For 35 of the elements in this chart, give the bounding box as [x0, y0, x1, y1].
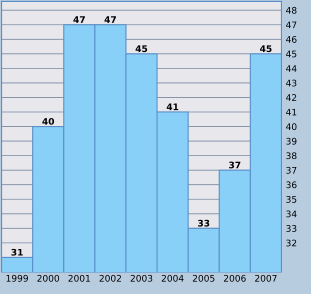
- y-tick-label: 40: [286, 123, 297, 130]
- data-label: 47: [104, 16, 116, 23]
- y-tick-label: 38: [286, 152, 296, 160]
- data-label: 40: [42, 118, 54, 125]
- x-tick-label: 2006: [224, 274, 246, 282]
- y-tick-label: 43: [286, 80, 296, 86]
- y-tick-label: 36: [286, 181, 297, 188]
- x-tick-label: 1999: [6, 274, 28, 282]
- data-label: 45: [260, 45, 272, 52]
- y-tick-label: 44: [286, 65, 297, 72]
- x-tick-label: 2007: [255, 274, 277, 282]
- y-tick-label: 48: [286, 6, 296, 14]
- data-label: 45: [136, 45, 148, 52]
- y-tick-label: 46: [286, 36, 297, 43]
- data-label: 47: [73, 16, 85, 23]
- y-tick-label: 32: [286, 240, 296, 246]
- x-tick-label: 2002: [100, 274, 121, 282]
- y-tick-label: 39: [286, 138, 296, 145]
- y-tick-label: 47: [286, 22, 296, 28]
- data-label: 41: [166, 104, 178, 110]
- data-label: 37: [229, 162, 240, 168]
- y-tick-label: 37: [286, 166, 296, 174]
- data-label: 31: [11, 248, 23, 256]
- y-tick-label: 33: [286, 225, 296, 232]
- y-tick-label: 41: [286, 108, 296, 116]
- y-tick-label: 34: [286, 210, 297, 218]
- y-tick-label: 35: [286, 196, 296, 203]
- data-label: 33: [198, 220, 210, 227]
- x-tick-label: 2001: [68, 274, 90, 282]
- x-tick-label: 2005: [192, 274, 214, 282]
- y-tick-label: 45: [286, 50, 296, 58]
- x-tick-label: 2004: [162, 274, 184, 282]
- y-tick-label: 42: [286, 94, 296, 101]
- x-tick-label: 2000: [37, 274, 60, 282]
- x-tick-label: 2003: [130, 274, 152, 282]
